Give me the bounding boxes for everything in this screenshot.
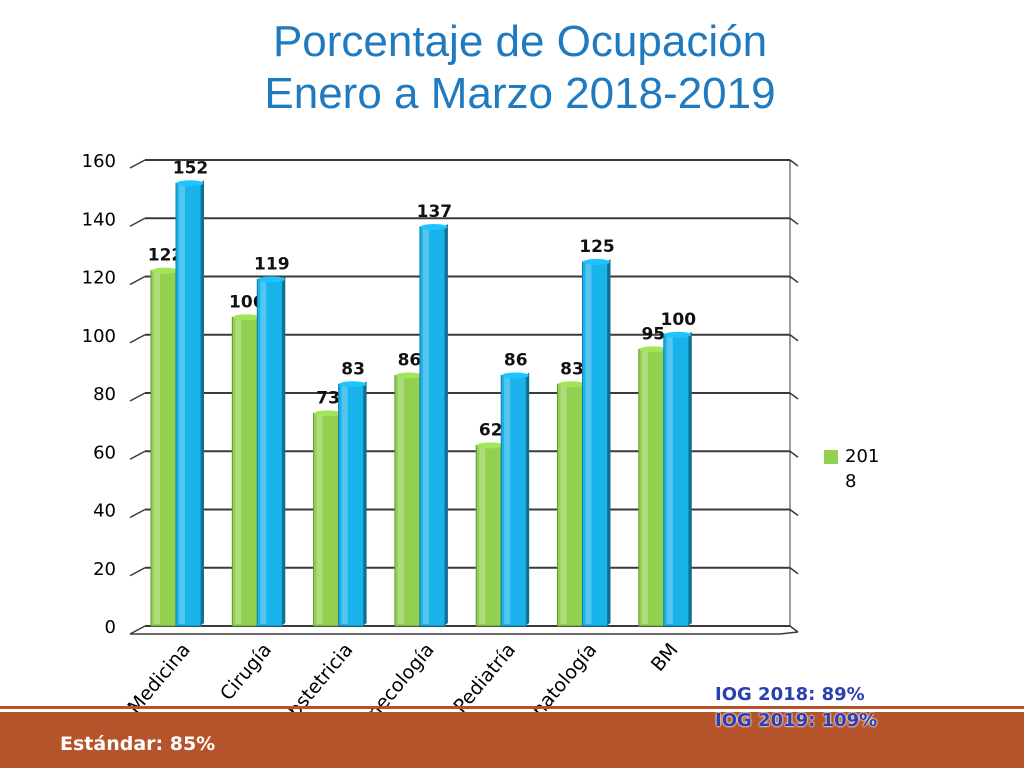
bar-highlight bbox=[235, 319, 242, 624]
data-label: 86 bbox=[398, 351, 422, 371]
gridline-stub-right bbox=[789, 508, 799, 517]
data-label: 73 bbox=[316, 388, 340, 408]
data-label: 62 bbox=[479, 420, 503, 440]
bar bbox=[557, 383, 583, 627]
bar bbox=[338, 383, 365, 627]
data-label: 125 bbox=[579, 237, 615, 257]
chart-title-line1: Porcentaje de Ocupación bbox=[272, 17, 768, 66]
gridline-stub bbox=[129, 275, 146, 286]
data-label: 137 bbox=[417, 202, 453, 222]
gridline-stub-right bbox=[789, 450, 799, 458]
gridline-stub-right bbox=[789, 217, 799, 225]
bar-top bbox=[558, 381, 585, 388]
x-tick-label: BM bbox=[647, 639, 683, 676]
legend-label: 201 bbox=[845, 446, 879, 467]
y-tick-label: 120 bbox=[82, 268, 116, 289]
gridline-stub-right bbox=[789, 334, 799, 342]
plot-floor bbox=[130, 631, 799, 635]
data-label: 95 bbox=[641, 324, 665, 344]
bar-top bbox=[583, 258, 610, 265]
bar-top bbox=[501, 372, 529, 379]
bar-top bbox=[314, 410, 342, 417]
gridline-stub-right bbox=[789, 625, 799, 633]
data-label: 100 bbox=[661, 310, 697, 330]
data-label: 152 bbox=[173, 158, 209, 178]
bar bbox=[500, 375, 527, 627]
y-tick-label: 80 bbox=[93, 384, 116, 405]
legend-swatch bbox=[824, 450, 838, 464]
y-tick-label: 40 bbox=[93, 501, 116, 522]
bar-top bbox=[639, 346, 667, 353]
bar-highlight bbox=[179, 185, 185, 625]
y-tick-label: 0 bbox=[105, 617, 116, 638]
bar bbox=[175, 182, 202, 627]
bar-top bbox=[176, 180, 204, 187]
bar-top bbox=[257, 276, 285, 283]
gridline-stub bbox=[129, 392, 146, 402]
bar-highlight bbox=[560, 386, 567, 624]
bar-top bbox=[232, 314, 260, 321]
bar-top bbox=[476, 442, 504, 449]
data-label: 86 bbox=[504, 351, 528, 371]
legend-label-wrap: 8 bbox=[845, 471, 856, 492]
bar bbox=[638, 348, 665, 627]
bar-highlight bbox=[316, 415, 323, 624]
chart-title-line2: Enero a Marzo 2018-2019 bbox=[264, 69, 776, 118]
data-label: 83 bbox=[341, 359, 365, 379]
gridline-stub bbox=[129, 159, 146, 169]
bar-highlight bbox=[260, 281, 267, 624]
y-tick-label: 140 bbox=[82, 209, 116, 230]
bar-highlight bbox=[666, 336, 673, 624]
bar-highlight bbox=[341, 386, 348, 624]
gridline-stub bbox=[129, 567, 146, 577]
gridline-stub bbox=[129, 334, 146, 344]
bar-top bbox=[395, 372, 423, 379]
x-tick-label: Cirugía bbox=[216, 639, 276, 705]
gridline-stub bbox=[129, 508, 146, 519]
bar-highlight bbox=[585, 263, 592, 624]
bar-top bbox=[664, 331, 692, 338]
gridline-stub-right bbox=[789, 392, 799, 400]
bar-top bbox=[151, 267, 179, 274]
data-label: 83 bbox=[560, 359, 584, 379]
bar-highlight bbox=[397, 377, 404, 624]
bar-top bbox=[420, 223, 448, 230]
footer-bar bbox=[0, 712, 1024, 768]
bar-highlight bbox=[422, 228, 429, 625]
bar bbox=[419, 226, 446, 627]
gridline-stub bbox=[129, 450, 146, 460]
bar-highlight bbox=[641, 351, 648, 624]
bar bbox=[313, 412, 340, 627]
gridline-stub-right bbox=[789, 567, 799, 575]
y-tick-label: 160 bbox=[82, 151, 116, 172]
bar-top bbox=[339, 381, 367, 388]
y-tick-label: 60 bbox=[93, 442, 116, 463]
gridline-stub bbox=[129, 217, 146, 227]
iog-2018-label: IOG 2018: 89% bbox=[715, 684, 865, 705]
y-tick-label: 20 bbox=[93, 559, 116, 580]
iog-2019-label: IOG 2019: 109% bbox=[715, 710, 878, 731]
footer-divider bbox=[0, 706, 1024, 709]
bar-highlight bbox=[479, 447, 486, 624]
bar bbox=[394, 375, 421, 627]
y-tick-label: 100 bbox=[82, 326, 116, 347]
data-label: 122 bbox=[148, 246, 184, 266]
data-label: 106 bbox=[229, 292, 265, 312]
bar-highlight bbox=[504, 377, 511, 624]
standard-label: Estándar: 85% bbox=[60, 733, 216, 755]
gridline-stub-right bbox=[789, 275, 799, 284]
bar bbox=[475, 444, 502, 627]
data-label: 119 bbox=[254, 254, 290, 274]
bar-highlight bbox=[154, 272, 160, 624]
gridline-stub bbox=[129, 625, 146, 635]
gridline-stub-right bbox=[789, 159, 799, 167]
